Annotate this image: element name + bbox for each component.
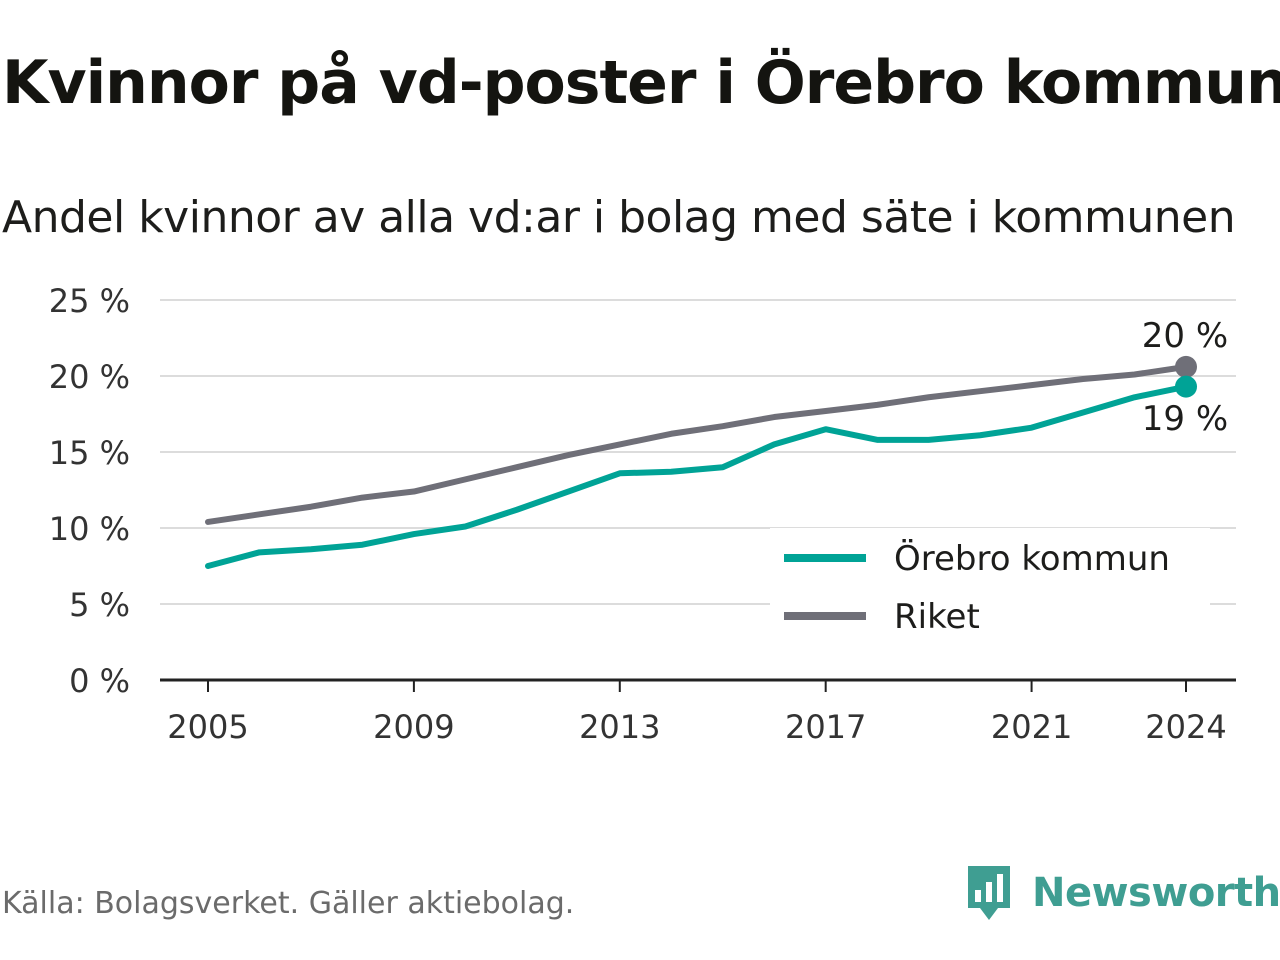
legend-background bbox=[770, 528, 1210, 646]
series-line bbox=[205, 363, 1189, 525]
y-tick-label: 10 % bbox=[49, 510, 130, 548]
x-tick-label: 2013 bbox=[579, 708, 660, 746]
chart-title: Kvinnor på vd-poster i Örebro kommun bbox=[2, 48, 1280, 118]
newsworthy-logo-icon bbox=[968, 866, 1010, 920]
legend: Örebro kommun Riket bbox=[770, 528, 1210, 646]
y-tick-label: 20 % bbox=[49, 358, 130, 396]
x-tick-label: 2005 bbox=[167, 708, 248, 746]
y-axis: 0 % 5 % 10 % 15 % 20 % 25 % bbox=[49, 282, 130, 700]
x-tick-label: 2017 bbox=[785, 708, 866, 746]
legend-label: Örebro kommun bbox=[894, 538, 1170, 579]
legend-label: Riket bbox=[894, 597, 980, 637]
chart-subtitle: Andel kvinnor av alla vd:ar i bolag med … bbox=[2, 192, 1236, 243]
end-label-orebro: 19 % bbox=[1142, 399, 1228, 439]
y-tick-label: 25 % bbox=[49, 282, 130, 320]
x-tick-label: 2021 bbox=[991, 708, 1072, 746]
y-tick-label: 15 % bbox=[49, 434, 130, 472]
brand: Newsworthy bbox=[964, 864, 1280, 922]
end-label-riket: 20 % bbox=[1142, 316, 1228, 356]
x-axis: 2005 2009 2013 2017 2021 2024 bbox=[160, 678, 1236, 746]
series-endpoint bbox=[1175, 375, 1197, 398]
series-line bbox=[205, 383, 1189, 569]
x-tick-label: 2009 bbox=[373, 708, 454, 746]
y-tick-label: 5 % bbox=[69, 586, 130, 624]
x-tick-label: 2024 bbox=[1145, 708, 1226, 746]
source-note: Källa: Bolagsverket. Gäller aktiebolag. bbox=[2, 886, 575, 921]
series-endpoint bbox=[1175, 355, 1197, 378]
series-lines: 20 % 19 % bbox=[205, 316, 1228, 569]
y-tick-label: 0 % bbox=[69, 662, 130, 700]
brand-name: Newsworthy bbox=[1032, 870, 1280, 916]
